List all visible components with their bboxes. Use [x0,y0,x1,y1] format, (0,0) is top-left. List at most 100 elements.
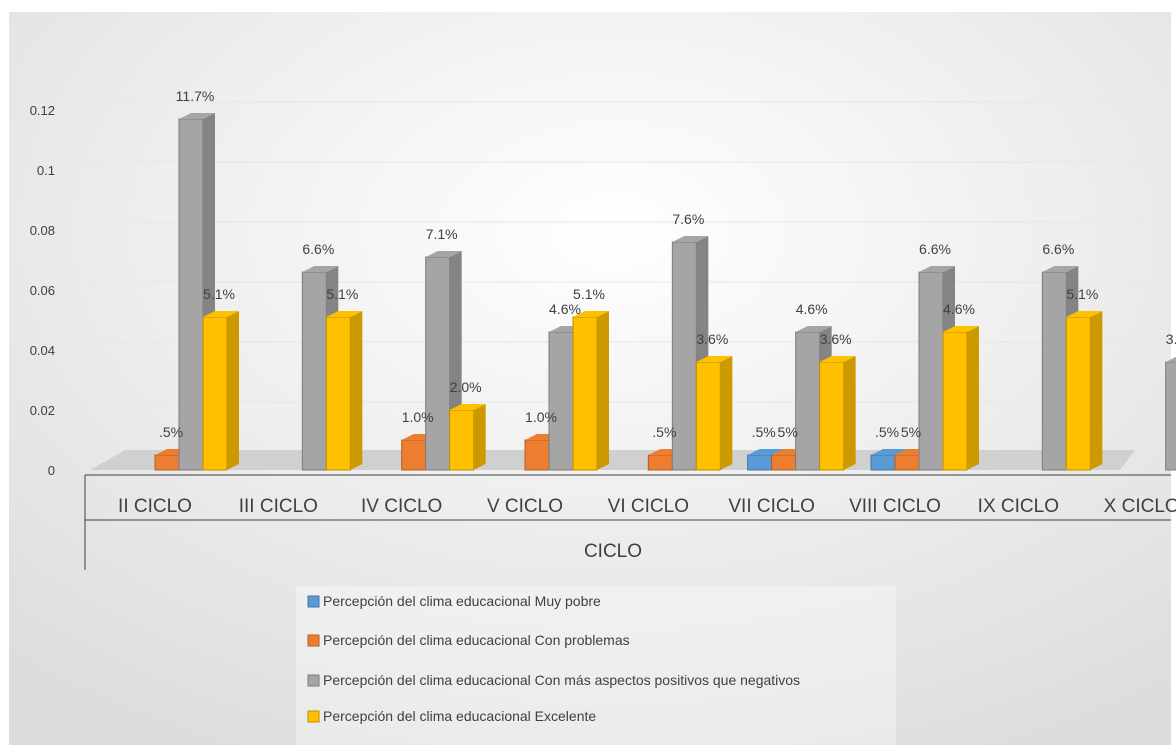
data-label: 7.6% [672,211,704,227]
data-label: 3.6% [696,331,728,347]
bar-front [1065,316,1091,471]
data-label: 11.7% [176,88,215,104]
bar [572,311,609,471]
x-tick-label: II CICLO [118,496,192,517]
data-label: 4.6% [796,301,828,317]
bar [449,404,486,471]
y-tick-label: 0.1 [37,163,55,178]
legend-swatch [307,710,320,723]
legend-swatch [307,634,320,647]
bar-top [203,311,239,317]
bar-front [325,316,351,471]
y-tick-label: 0.06 [30,283,55,298]
bar-front [524,439,550,471]
y-tick-label: 0.08 [30,223,55,238]
data-label: 6.6% [1042,241,1074,257]
data-labels: .5% 11.7% 5.1% 6.6% 5.1% 1.0% 7.1% 2.0% 1.0% 4.6%… [159,88,1176,440]
legend: Percepción del clima educacional Muy pob… [296,586,896,746]
data-label: .5% [752,424,776,440]
bar-top [302,266,339,272]
data-label: 3.6% [820,331,852,347]
x-tick-label: IV CICLO [361,496,442,517]
bar-side [597,311,609,470]
x-tick-label: VII CICLO [728,496,815,517]
bar-front [795,331,821,471]
bar-front [425,256,451,471]
bar-front [449,409,475,471]
legend-label: Percepción del clima educacional Con más… [323,672,800,688]
bar-top [573,311,609,317]
bar-top [326,311,363,317]
bar [695,356,733,471]
bar-front [870,454,896,471]
bar-side [350,311,363,470]
y-axis-tick-labels: 0 0.02 0.04 0.06 0.08 0.1 0.12 [30,103,55,478]
x-tick-label: X CICLO [1104,496,1176,517]
data-label: 5.1% [203,286,235,302]
data-label: 6.6% [919,241,951,257]
bar-top [449,404,486,410]
bar-side [1090,311,1103,470]
data-label: .5% [652,424,676,440]
data-label: 7.1% [426,226,458,242]
bar-front [178,118,204,471]
x-tick-label: III CICLO [239,496,318,517]
bar-front [647,454,673,471]
data-label: 4.6% [943,301,975,317]
bar [942,326,979,471]
bar-side [843,356,856,470]
bar-front [671,241,697,471]
bar-front [154,454,180,471]
legend-label: Percepción del clima educacional Con pro… [323,632,630,648]
x-axis-title: CICLO [584,541,642,562]
bar [1165,356,1176,471]
data-label: 5% [901,424,921,440]
legend-swatch [307,674,320,687]
bar-front [771,454,797,471]
bar-front [1165,361,1176,471]
bar-top [919,266,955,272]
x-tick-label: VIII CICLO [849,496,941,517]
bar-front [819,361,845,471]
bar-top [943,326,979,332]
legend-label: Percepción del clima educacional Muy pob… [323,593,601,609]
data-label: 2.0% [450,379,482,395]
bars [154,113,1176,471]
y-tick-label: 0.04 [30,343,55,358]
data-label: 5.1% [1066,286,1098,302]
bar-front [894,454,920,471]
bar-top [179,113,215,119]
x-tick-label: VI CICLO [608,496,689,517]
bar [1065,311,1103,471]
bar-front [1041,271,1067,471]
bar-front [301,271,327,471]
bar-top [425,251,462,257]
bar-side [473,404,486,470]
data-label: .5% [159,424,183,440]
data-label: 1.0% [525,409,557,425]
bar-front [401,439,427,471]
data-label: 6.6% [302,241,334,257]
bar [524,434,561,471]
bar-top [696,356,733,362]
bar-top [1042,266,1079,272]
data-label: 4.6% [549,301,581,317]
y-tick-label: 0 [48,463,55,478]
x-axis: CICLO II CICLO III CICLO IV CICLO V CICLO VI… [84,474,1176,570]
bar-top [1066,311,1103,317]
bar-front [918,271,944,471]
x-tick-label: IX CICLO [978,496,1059,517]
bar-front [695,361,721,471]
data-label: .5% [875,424,899,440]
bar-front [747,454,773,471]
data-label: 5.1% [326,286,358,302]
legend-label: Percepción del clima educacional Excelen… [323,708,596,724]
bar [819,356,856,471]
y-tick-label: 0.02 [30,403,55,418]
bar-front [548,331,574,471]
bar-top [795,326,832,332]
legend-box [296,586,896,746]
data-label: 5.1% [573,286,605,302]
